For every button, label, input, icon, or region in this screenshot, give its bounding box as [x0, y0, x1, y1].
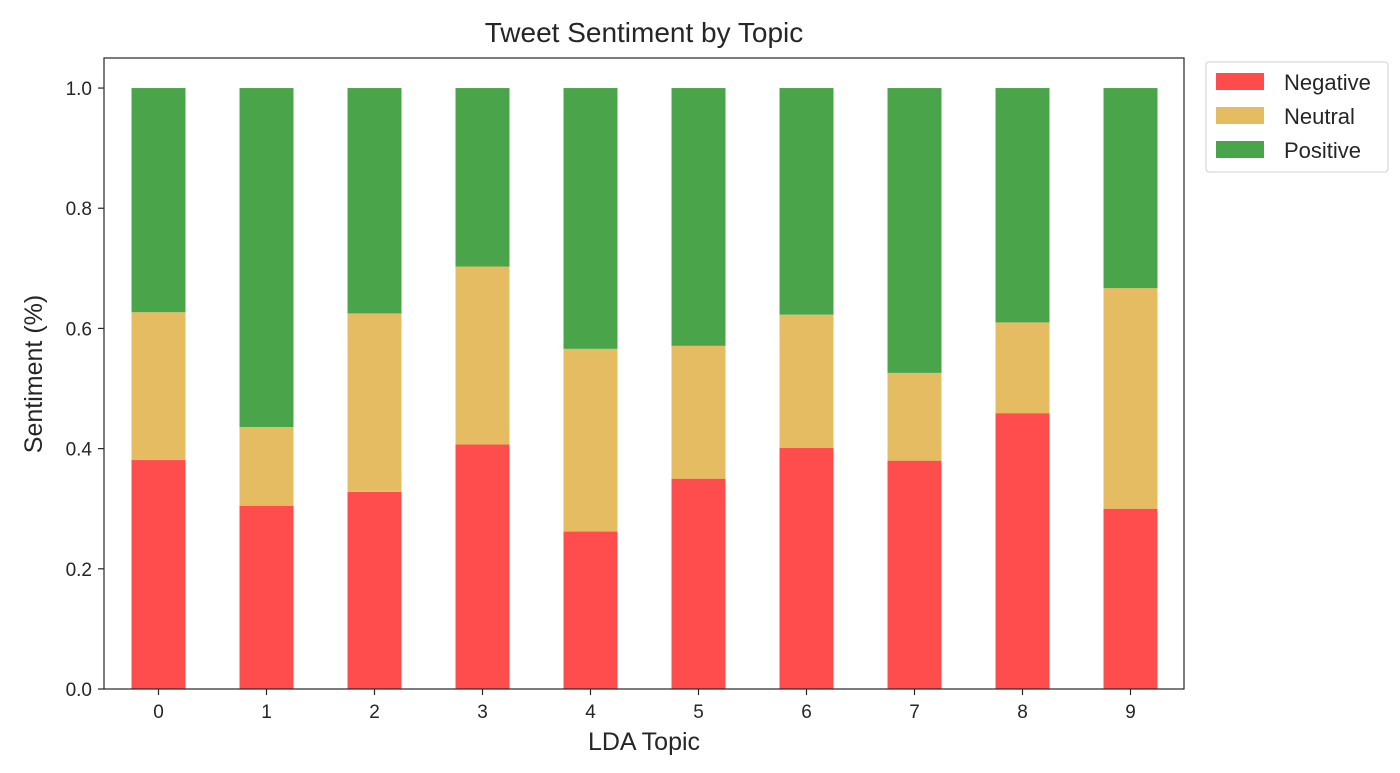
legend-label-negative: Negative — [1284, 70, 1371, 95]
bar-positive-topic-2 — [347, 88, 402, 314]
x-tick-label: 8 — [1017, 702, 1028, 723]
x-tick-label: 1 — [261, 702, 272, 723]
plot-frame — [103, 57, 1185, 690]
bar-neutral-topic-4 — [563, 348, 618, 532]
y-tick-label: 0.6 — [66, 319, 92, 340]
y-axis-label: Sentiment (%) — [20, 295, 48, 453]
x-tick-label: 0 — [153, 702, 164, 723]
bar-negative-topic-8 — [995, 413, 1050, 689]
bar-neutral-topic-7 — [887, 372, 942, 461]
bar-neutral-topic-0 — [131, 312, 186, 461]
bar-negative-topic-0 — [131, 460, 186, 689]
bar-negative-topic-5 — [671, 478, 726, 689]
x-tick-label: 5 — [693, 702, 704, 723]
x-axis-label: LDA Topic — [588, 728, 700, 756]
bar-negative-topic-6 — [779, 448, 834, 689]
bars-group — [131, 88, 1158, 689]
bar-neutral-topic-9 — [1103, 288, 1158, 509]
bar-positive-topic-5 — [671, 88, 726, 346]
bar-negative-topic-2 — [347, 491, 402, 689]
y-axis-ticks: 0.0 0.2 0.4 0.6 0.8 1.0 — [66, 79, 104, 701]
bar-negative-topic-4 — [563, 531, 618, 689]
x-tick-label: 6 — [801, 702, 812, 723]
bar-neutral-topic-8 — [995, 322, 1050, 414]
bar-neutral-topic-1 — [239, 426, 294, 506]
legend-label-positive: Positive — [1284, 138, 1361, 163]
legend-swatch-neutral — [1216, 107, 1264, 124]
bar-positive-topic-8 — [995, 88, 1050, 323]
x-tick-label: 2 — [369, 702, 380, 723]
bar-positive-topic-1 — [239, 88, 294, 427]
bar-neutral-topic-6 — [779, 314, 834, 449]
legend-swatch-negative — [1216, 73, 1264, 90]
x-tick-label: 3 — [477, 702, 488, 723]
bar-neutral-topic-3 — [455, 266, 510, 445]
x-tick-label: 7 — [909, 702, 920, 723]
legend-swatch-positive — [1216, 141, 1264, 158]
legend-label-neutral: Neutral — [1284, 104, 1355, 129]
y-tick-label: 0.2 — [66, 560, 92, 581]
x-axis-ticks: 0 1 2 3 4 5 6 7 8 9 — [153, 689, 1136, 723]
bar-neutral-topic-2 — [347, 313, 402, 492]
bar-positive-topic-0 — [131, 88, 186, 313]
bar-positive-topic-7 — [887, 88, 942, 373]
bar-positive-topic-9 — [1103, 88, 1158, 289]
y-tick-label: 0.0 — [66, 680, 92, 701]
bar-negative-topic-3 — [455, 444, 510, 689]
x-tick-label: 9 — [1125, 702, 1136, 723]
bar-negative-topic-7 — [887, 460, 942, 689]
y-tick-label: 0.4 — [66, 440, 93, 461]
x-tick-label: 4 — [585, 702, 596, 723]
bar-positive-topic-4 — [563, 88, 618, 349]
y-tick-label: 1.0 — [66, 79, 92, 100]
legend: Negative Neutral Positive — [1205, 61, 1389, 173]
y-tick-label: 0.8 — [66, 199, 92, 220]
bar-negative-topic-9 — [1103, 508, 1158, 689]
bar-positive-topic-3 — [455, 88, 510, 267]
bar-negative-topic-1 — [239, 505, 294, 689]
chart-title: Tweet Sentiment by Topic — [485, 17, 804, 48]
bar-positive-topic-6 — [779, 88, 834, 315]
bar-neutral-topic-5 — [671, 345, 726, 479]
